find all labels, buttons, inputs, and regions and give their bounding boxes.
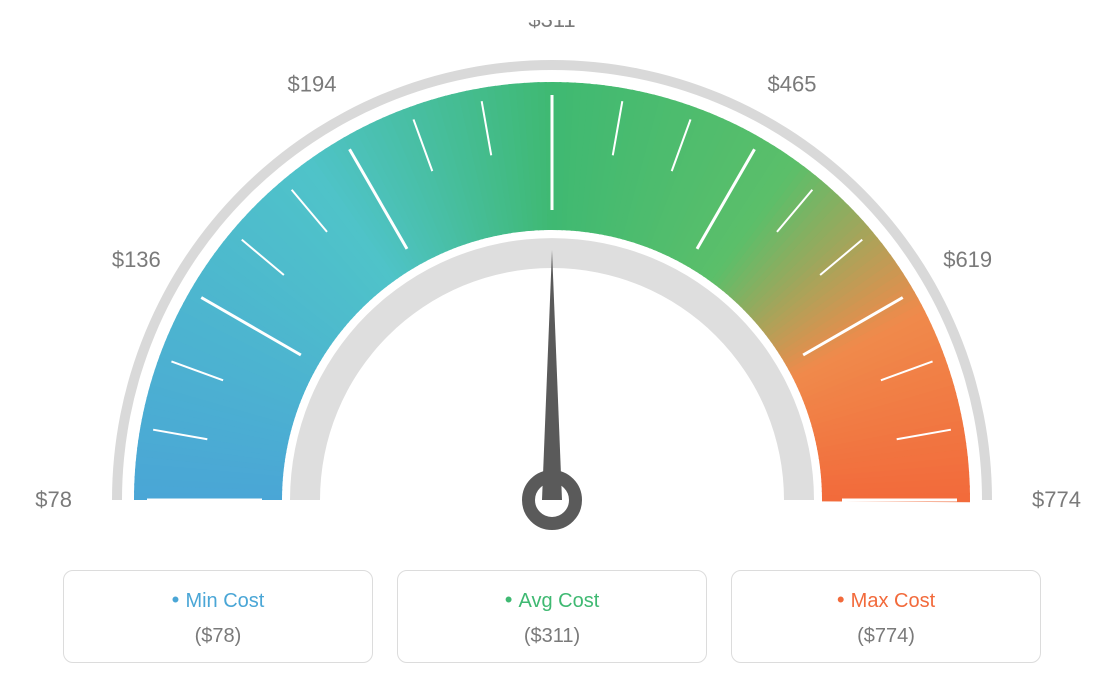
- min-cost-card: Min Cost ($78): [63, 570, 373, 663]
- svg-text:$136: $136: [112, 247, 161, 272]
- svg-text:$774: $774: [1032, 487, 1081, 512]
- avg-cost-label: Avg Cost: [505, 587, 600, 613]
- max-cost-card: Max Cost ($774): [731, 570, 1041, 663]
- avg-cost-card: Avg Cost ($311): [397, 570, 707, 663]
- min-cost-label: Min Cost: [172, 587, 265, 613]
- cost-gauge: $78 $136 $194 $311 $465 $619 $774: [20, 20, 1084, 560]
- gauge-svg: $78 $136 $194 $311 $465 $619 $774: [20, 20, 1084, 560]
- avg-cost-value: ($311): [398, 625, 706, 648]
- svg-text:$78: $78: [35, 487, 72, 512]
- max-cost-label: Max Cost: [837, 587, 935, 613]
- cost-cards-row: Min Cost ($78) Avg Cost ($311) Max Cost …: [20, 570, 1084, 663]
- max-cost-value: ($774): [732, 625, 1040, 648]
- svg-text:$619: $619: [943, 247, 992, 272]
- svg-text:$194: $194: [288, 71, 337, 96]
- svg-text:$311: $311: [528, 20, 575, 32]
- min-cost-value: ($78): [64, 625, 372, 648]
- svg-text:$465: $465: [768, 71, 817, 96]
